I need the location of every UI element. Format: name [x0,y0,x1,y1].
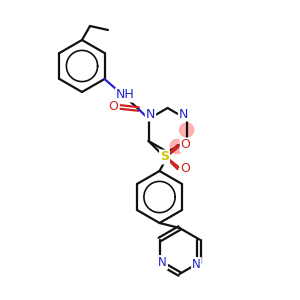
Circle shape [180,123,194,137]
Text: S: S [160,151,169,164]
Text: N: N [158,256,167,269]
Text: N: N [146,107,155,121]
Text: O: O [181,139,190,152]
Text: O: O [109,100,118,112]
Text: N: N [192,258,201,271]
Text: O: O [181,163,190,176]
Text: N: N [179,107,188,121]
Circle shape [170,140,184,154]
Text: NH: NH [116,88,135,101]
